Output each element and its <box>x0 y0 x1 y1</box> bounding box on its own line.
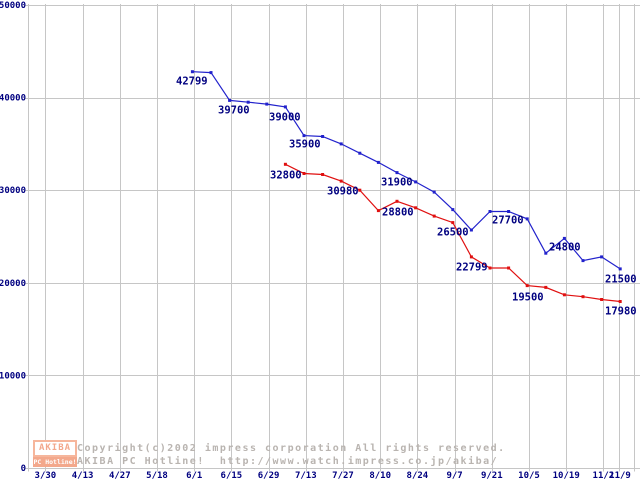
price-label: 24800 <box>549 242 581 254</box>
data-point-marker <box>618 300 622 303</box>
price-label: 19500 <box>512 292 544 304</box>
akiba-logo-wordmark: AKIBA <box>33 440 77 457</box>
data-point-marker <box>246 100 250 104</box>
x-tick-label: 5/18 <box>146 471 168 480</box>
data-point-marker <box>525 217 529 221</box>
x-tick-label: 9/7 <box>446 471 462 480</box>
y-tick-label: 10000 <box>0 371 26 381</box>
y-tick-label: 0 <box>21 464 26 474</box>
data-point-marker <box>562 236 566 240</box>
x-tick-label: 10/5 <box>518 471 540 480</box>
price-label: 17980 <box>605 306 637 318</box>
data-point-marker <box>432 214 436 218</box>
x-tick-label: 11/2 <box>593 471 615 480</box>
y-tick-label: 30000 <box>0 186 26 196</box>
price-label: 26500 <box>437 227 469 239</box>
price-label: 28800 <box>382 207 414 219</box>
gridlines <box>25 4 640 472</box>
data-point-marker <box>283 162 287 166</box>
data-point-marker <box>339 179 343 183</box>
data-point-marker <box>358 151 362 155</box>
price-label: 27700 <box>492 215 524 227</box>
price-label: 32800 <box>270 170 302 182</box>
copyright-line-2: AKIBA PC Hotline! http://www.watch.impre… <box>77 456 499 467</box>
price-label: 39700 <box>218 105 250 117</box>
x-tick-label: 9/21 <box>481 471 503 480</box>
data-point-marker <box>228 98 232 102</box>
copyright-line-1: Copyright(c)2002 impress corporation All… <box>77 443 506 454</box>
y-axis-labels: 50000 40000 30000 20000 10000 0 <box>0 1 26 474</box>
data-point-marker <box>283 105 287 109</box>
data-point-marker <box>525 284 529 288</box>
data-point-marker <box>618 267 622 271</box>
red-price-series <box>283 162 622 303</box>
data-point-marker <box>395 199 399 203</box>
x-tick-label: 4/13 <box>72 471 94 480</box>
data-point-marker <box>581 259 585 263</box>
price-label: 30980 <box>327 186 359 198</box>
x-tick-label: 7/13 <box>295 471 317 480</box>
price-label: 35900 <box>289 139 321 151</box>
x-tick-label: 11/9 <box>609 471 631 480</box>
data-point-marker <box>321 135 325 138</box>
x-tick-label: 6/29 <box>258 471 280 480</box>
y-tick-label: 20000 <box>0 279 26 289</box>
data-point-marker <box>321 173 325 176</box>
x-tick-label: 8/10 <box>369 471 391 480</box>
x-tick-label: 6/15 <box>221 471 243 480</box>
x-tick-label: 7/27 <box>332 471 354 480</box>
x-tick-label: 3/30 <box>35 471 57 480</box>
data-point-marker <box>469 255 473 259</box>
data-point-marker <box>600 255 604 259</box>
data-labels: 42799 39700 39000 35900 31900 27700 24800 21500… <box>176 76 637 318</box>
price-label: 22799 <box>456 262 488 274</box>
data-point-marker <box>451 208 455 212</box>
x-tick-label: 4/27 <box>109 471 131 480</box>
price-label: 31900 <box>381 177 413 189</box>
x-tick-label: 8/24 <box>407 471 429 480</box>
data-point-marker <box>581 295 585 299</box>
data-point-marker <box>600 298 604 301</box>
price-label: 21500 <box>605 274 637 286</box>
data-point-marker <box>358 188 362 192</box>
data-point-marker <box>432 190 436 194</box>
data-point-marker <box>451 221 455 225</box>
data-point-marker <box>507 210 511 213</box>
y-tick-label: 40000 <box>0 94 26 104</box>
data-point-marker <box>414 180 418 184</box>
data-point-marker <box>376 160 380 164</box>
data-point-marker <box>562 293 566 297</box>
data-point-marker <box>395 171 399 175</box>
price-label: 42799 <box>176 76 208 88</box>
price-label: 39000 <box>269 112 301 124</box>
data-point-marker <box>488 210 492 213</box>
data-point-marker <box>488 266 492 270</box>
data-point-marker <box>190 70 194 74</box>
data-point-marker <box>544 285 548 289</box>
data-point-marker <box>209 71 213 75</box>
x-axis-labels: 3/30 4/13 4/27 5/18 6/1 6/15 6/29 7/13 7/27 8/10 8… <box>35 471 631 480</box>
data-point-marker <box>339 142 343 146</box>
akiba-pc-hotline-logo: AKIBA PC Hotline! <box>33 440 77 467</box>
data-point-marker <box>414 206 418 210</box>
data-point-marker <box>265 102 269 106</box>
data-point-marker <box>507 266 511 270</box>
x-tick-label: 6/1 <box>186 471 202 480</box>
data-point-marker <box>302 134 306 138</box>
akiba-logo-subtitle: PC Hotline! <box>33 457 77 467</box>
data-point-marker <box>544 251 548 255</box>
y-tick-label: 50000 <box>0 1 26 11</box>
blue-price-series <box>190 70 622 271</box>
data-point-marker <box>302 172 306 175</box>
data-point-marker <box>469 228 473 232</box>
data-point-marker <box>376 209 380 213</box>
x-tick-label: 10/19 <box>553 471 580 480</box>
